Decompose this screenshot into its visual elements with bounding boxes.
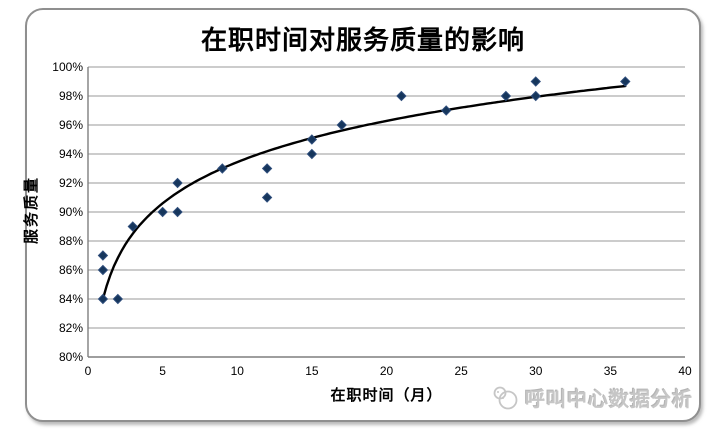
data-point xyxy=(530,76,541,87)
data-point xyxy=(172,206,183,218)
data-point xyxy=(530,90,541,102)
y-tick-label: 80% xyxy=(58,350,83,364)
data-point xyxy=(127,221,138,232)
chart-title: 在职时间对服务质量的影响 xyxy=(200,26,525,56)
data-point xyxy=(440,105,452,116)
y-tick-label: 92% xyxy=(58,176,83,190)
cloud-logo-icon xyxy=(493,386,518,409)
watermark-text: 呼叫中心数据分析 xyxy=(525,389,693,411)
chart-frame: 在职时间对服务质量的影响 服务质量 100% 98% 96% 94% 92% 90% 88%… xyxy=(23,8,701,422)
data-point xyxy=(620,76,631,87)
data-point xyxy=(306,148,318,160)
x-tick-label: 20 xyxy=(379,364,394,378)
watermark: 呼叫中心数据分析 xyxy=(491,383,693,412)
x-tick-label: 25 xyxy=(454,364,468,378)
x-tick-label: 30 xyxy=(529,364,543,378)
data-point xyxy=(336,119,347,131)
data-point xyxy=(97,250,109,261)
data-point xyxy=(500,90,512,102)
x-tick-label: 35 xyxy=(603,364,618,378)
y-tick-label: 82% xyxy=(58,321,83,335)
data-point xyxy=(396,90,407,102)
x-axis-title: 在职时间（月） xyxy=(330,387,443,404)
data-point xyxy=(217,163,228,174)
y-tick-label: 94% xyxy=(58,147,83,161)
data-point xyxy=(261,163,273,174)
y-tick-label: 88% xyxy=(58,234,83,248)
y-tick-label: 84% xyxy=(58,292,83,306)
data-point xyxy=(97,264,109,276)
y-tick-label: 90% xyxy=(58,205,83,219)
trendline xyxy=(101,84,627,301)
y-tick-label: 98% xyxy=(58,89,83,103)
y-tick-label: 86% xyxy=(58,263,83,277)
data-point xyxy=(97,293,109,305)
y-tick-label: 100% xyxy=(52,60,83,74)
x-tick-label: 40 xyxy=(678,364,692,378)
y-tick-label: 96% xyxy=(58,118,83,132)
data-point xyxy=(112,293,124,305)
data-point xyxy=(172,177,183,189)
x-tick-label: 10 xyxy=(230,364,244,378)
data-point xyxy=(261,192,273,203)
x-tick-label: 0 xyxy=(84,364,92,378)
x-tick-label: 5 xyxy=(159,364,166,378)
data-point xyxy=(306,134,318,145)
data-point xyxy=(157,206,168,218)
scatter-plot-area xyxy=(87,66,685,358)
x-tick-label: 15 xyxy=(305,364,319,378)
